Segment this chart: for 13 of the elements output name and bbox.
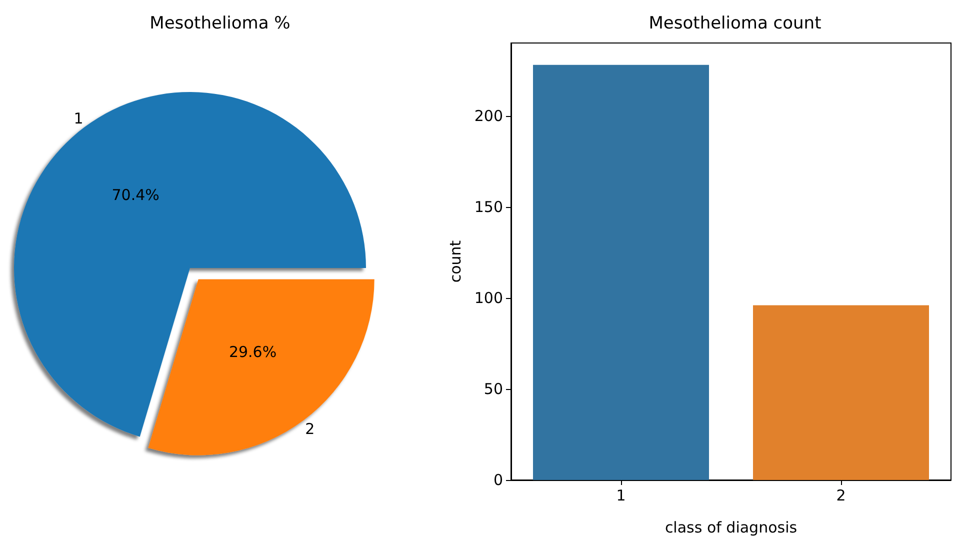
y-tick-label: 200 bbox=[474, 106, 503, 125]
slice-label: 2 bbox=[305, 420, 315, 438]
x-axis-title: class of diagnosis bbox=[664, 518, 798, 536]
data-label: 70.4% bbox=[112, 186, 160, 204]
y-axis-title: count bbox=[446, 240, 464, 283]
slice-label: 1 bbox=[74, 109, 84, 128]
y-tick-label: 150 bbox=[474, 198, 503, 216]
y-tick-label: 50 bbox=[484, 380, 503, 398]
data-label: 29.6% bbox=[228, 343, 277, 362]
y-tick-label: 100 bbox=[474, 288, 503, 307]
chart-title: Mesothelioma count bbox=[648, 14, 822, 34]
y-tick-label: 0 bbox=[493, 471, 503, 489]
chart-title: Mesothelioma % bbox=[150, 14, 290, 34]
